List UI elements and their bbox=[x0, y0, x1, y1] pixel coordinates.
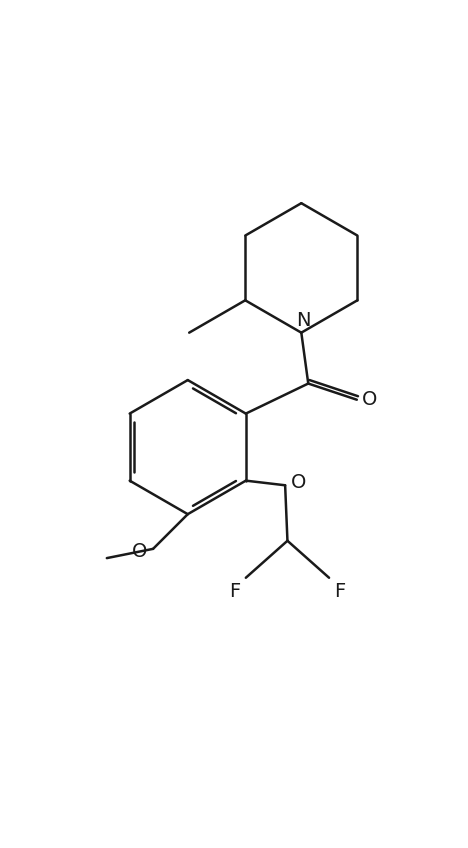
Text: N: N bbox=[296, 311, 311, 331]
Text: O: O bbox=[291, 473, 307, 493]
Text: O: O bbox=[362, 390, 378, 410]
Text: F: F bbox=[229, 583, 240, 601]
Text: F: F bbox=[335, 583, 346, 601]
Text: O: O bbox=[132, 542, 147, 561]
